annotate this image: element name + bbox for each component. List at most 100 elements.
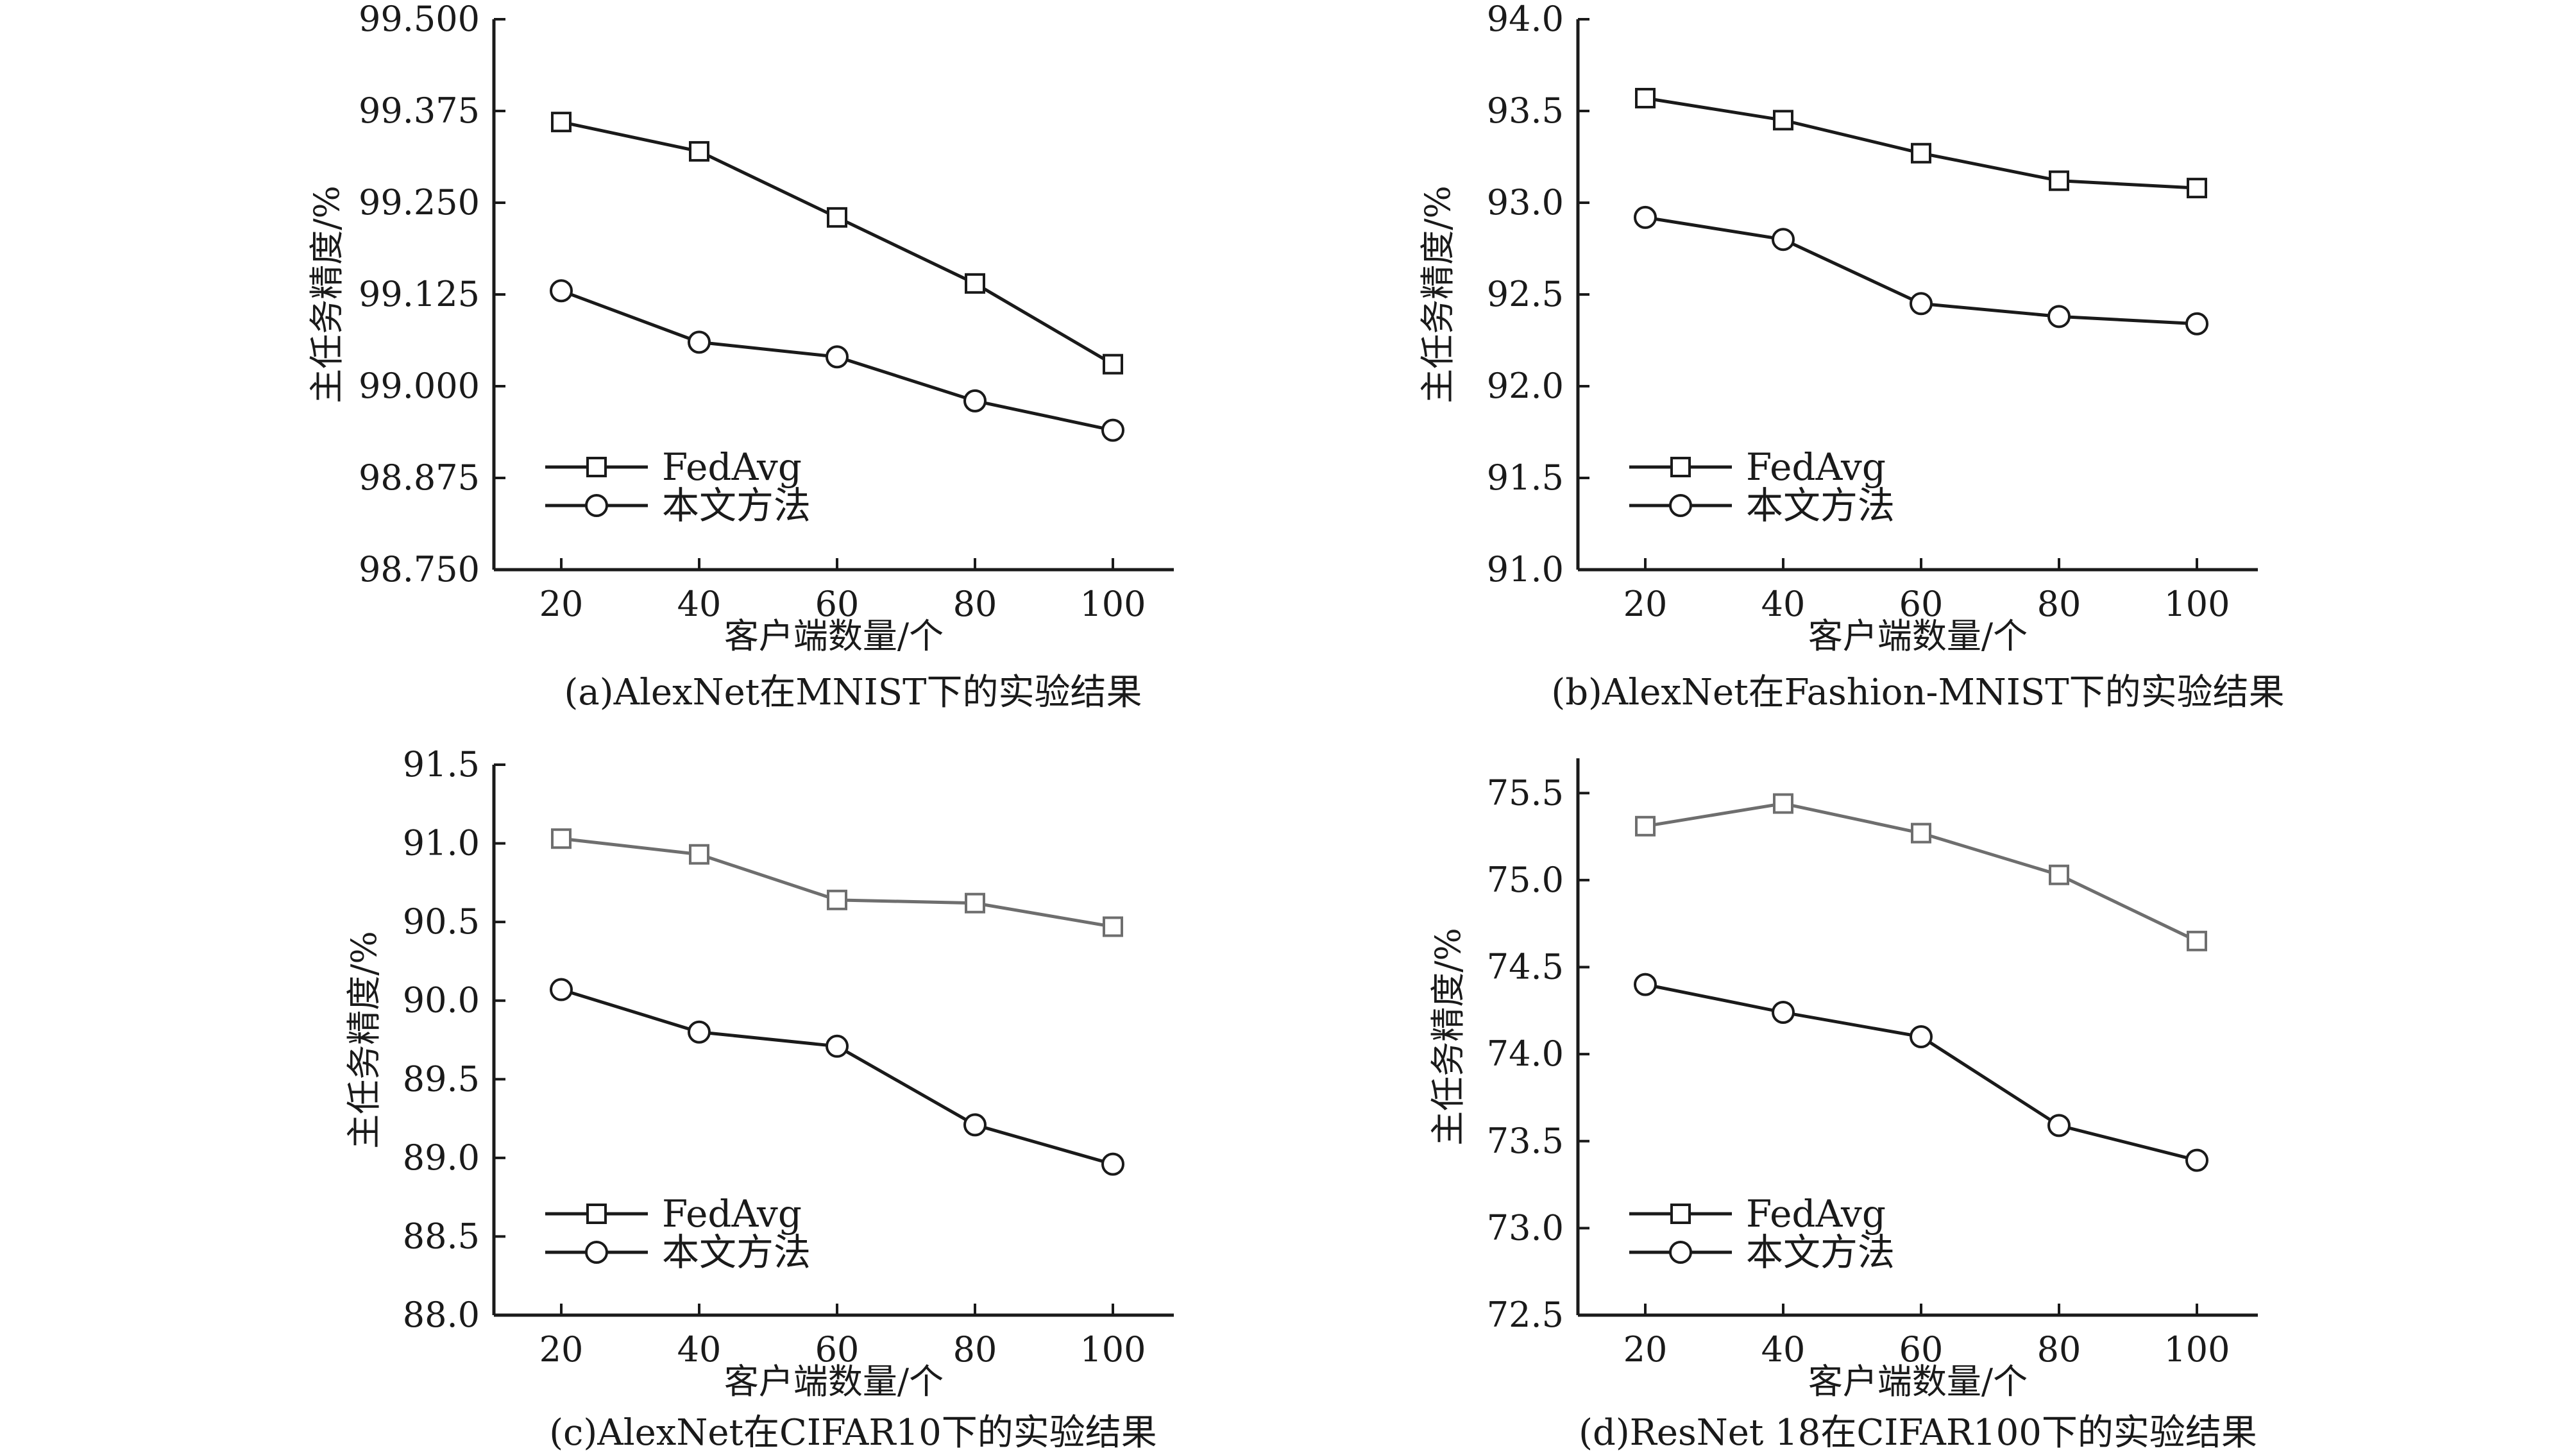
y-tick-label: 94.0 — [1487, 0, 1564, 39]
data-point-square — [827, 207, 847, 228]
y-tick-label: 92.0 — [1487, 366, 1564, 406]
data-point-circle — [963, 389, 987, 413]
y-tick-label: 73.5 — [1487, 1121, 1564, 1161]
x-axis-label: 客户端数量/个 — [724, 616, 944, 656]
legend-marker-circle — [585, 1241, 608, 1264]
y-tick-label: 91.0 — [1487, 549, 1564, 590]
y-tick-label: 91.0 — [403, 823, 480, 864]
y-tick-label: 90.0 — [403, 980, 480, 1021]
data-point-square — [551, 112, 572, 133]
y-tick-label: 72.5 — [1487, 1295, 1564, 1335]
y-tick-label: 99.375 — [359, 90, 480, 131]
data-point-circle — [1101, 1152, 1124, 1176]
data-point-circle — [1910, 292, 1933, 316]
x-tick-label: 80 — [2037, 1329, 2081, 1370]
y-tick-label: 73.0 — [1487, 1207, 1564, 1248]
chart-panel-c: 91.5 91.0 90.5 90.0 89.5 89.0 88.5 88.0 20 40 60 80… — [344, 744, 1174, 1454]
chart-caption: (c)AlexNet在CIFAR10下的实验结果 — [549, 1412, 1157, 1454]
legend-marker-circle — [1669, 1241, 1692, 1264]
series-line-fedavg — [561, 837, 1114, 928]
data-point-circle — [688, 1020, 711, 1044]
data-point-circle — [2185, 312, 2208, 336]
x-tick-label: 20 — [1623, 584, 1668, 624]
y-tick-label: 75.5 — [1487, 772, 1564, 813]
data-point-circle — [550, 978, 573, 1001]
y-tick-label: 75.0 — [1487, 860, 1564, 900]
chart-caption: (b)AlexNet在Fashion-MNIST下的实验结果 — [1551, 672, 2284, 713]
data-point-square — [827, 889, 847, 910]
chart-panel-d: 75.5 75.0 74.5 74.0 73.5 73.0 72.5 20 40 60 80 100 客… — [1428, 758, 2258, 1454]
x-axis-label: 客户端数量/个 — [1808, 1361, 2028, 1402]
legend-label: 本文方法 — [662, 1230, 811, 1274]
data-point-circle — [2047, 305, 2071, 328]
x-tick-label: 60 — [1899, 584, 1944, 624]
chart-caption: (d)ResNet 18在CIFAR100下的实验结果 — [1579, 1412, 2257, 1454]
data-point-square — [2187, 178, 2207, 199]
y-tick-label: 91.5 — [1487, 457, 1564, 498]
legend-label: FedAvg — [662, 445, 802, 489]
y-axis-label: 主任务精度/% — [1428, 928, 1468, 1146]
y-tick-label: 98.750 — [359, 549, 480, 590]
data-point-square — [1911, 142, 1931, 164]
x-tick-label: 100 — [2164, 584, 2230, 624]
data-point-square — [2187, 930, 2207, 951]
x-tick-label: 20 — [539, 584, 584, 624]
series-line-fedavg — [561, 120, 1114, 366]
data-point-square — [2049, 170, 2069, 191]
y-tick-label: 99.250 — [359, 182, 480, 223]
data-point-square — [965, 273, 985, 294]
legend-marker-square — [1670, 457, 1691, 477]
x-tick-label: 40 — [677, 584, 722, 624]
x-tick-label: 40 — [1761, 584, 1806, 624]
x-tick-label: 80 — [953, 1329, 997, 1370]
y-axis-label: 主任务精度/% — [307, 185, 347, 404]
series-line-ours — [561, 988, 1114, 1166]
y-tick-label: 88.0 — [403, 1295, 480, 1335]
legend-label: FedAvg — [1746, 1192, 1886, 1236]
legend-label: 本文方法 — [662, 484, 811, 527]
legend-label: FedAvg — [662, 1192, 802, 1236]
series-line-ours — [1645, 983, 2198, 1162]
y-tick-label: 99.000 — [359, 366, 480, 406]
x-tick-label: 100 — [2164, 1329, 2230, 1370]
data-point-circle — [688, 330, 711, 354]
y-tick-label: 93.0 — [1487, 182, 1564, 223]
legend-label: FedAvg — [1746, 445, 1886, 489]
data-point-square — [1911, 822, 1931, 844]
y-tick-label: 74.0 — [1487, 1034, 1564, 1074]
data-point-square — [1773, 110, 1793, 131]
legend-marker-circle — [585, 494, 608, 517]
data-point-square — [689, 140, 709, 162]
legend-label: 本文方法 — [1746, 1230, 1895, 1274]
x-tick-label: 80 — [953, 584, 997, 624]
y-tick-label: 99.500 — [359, 0, 480, 39]
data-point-circle — [2185, 1148, 2208, 1172]
y-tick-label: 98.875 — [359, 457, 480, 498]
x-axis-label: 客户端数量/个 — [1808, 616, 2028, 656]
x-tick-label: 100 — [1080, 1329, 1146, 1370]
data-point-circle — [826, 1034, 849, 1058]
data-point-circle — [2047, 1114, 2071, 1137]
x-tick-label: 60 — [1899, 1329, 1944, 1370]
chart-panel-a: 99.500 99.375 99.250 99.125 99.000 98.875 98.7… — [307, 0, 1174, 713]
legend-marker-square — [586, 1204, 607, 1224]
data-point-square — [1103, 916, 1123, 937]
chart-caption: (a)AlexNet在MNIST下的实验结果 — [564, 672, 1142, 713]
data-point-circle — [1634, 205, 1657, 229]
data-point-circle — [1101, 418, 1124, 442]
data-point-circle — [963, 1113, 987, 1137]
data-point-circle — [550, 279, 573, 303]
x-tick-label: 60 — [815, 1329, 860, 1370]
data-point-square — [965, 892, 985, 914]
data-point-circle — [1772, 228, 1795, 251]
y-tick-label: 89.5 — [403, 1059, 480, 1099]
data-point-circle — [1634, 973, 1657, 996]
data-point-square — [689, 844, 709, 865]
x-tick-label: 60 — [815, 584, 860, 624]
y-tick-label: 89.0 — [403, 1137, 480, 1178]
data-point-circle — [1772, 1001, 1795, 1025]
data-point-square — [551, 828, 572, 849]
x-tick-label: 80 — [2037, 584, 2081, 624]
data-point-square — [1635, 815, 1656, 837]
